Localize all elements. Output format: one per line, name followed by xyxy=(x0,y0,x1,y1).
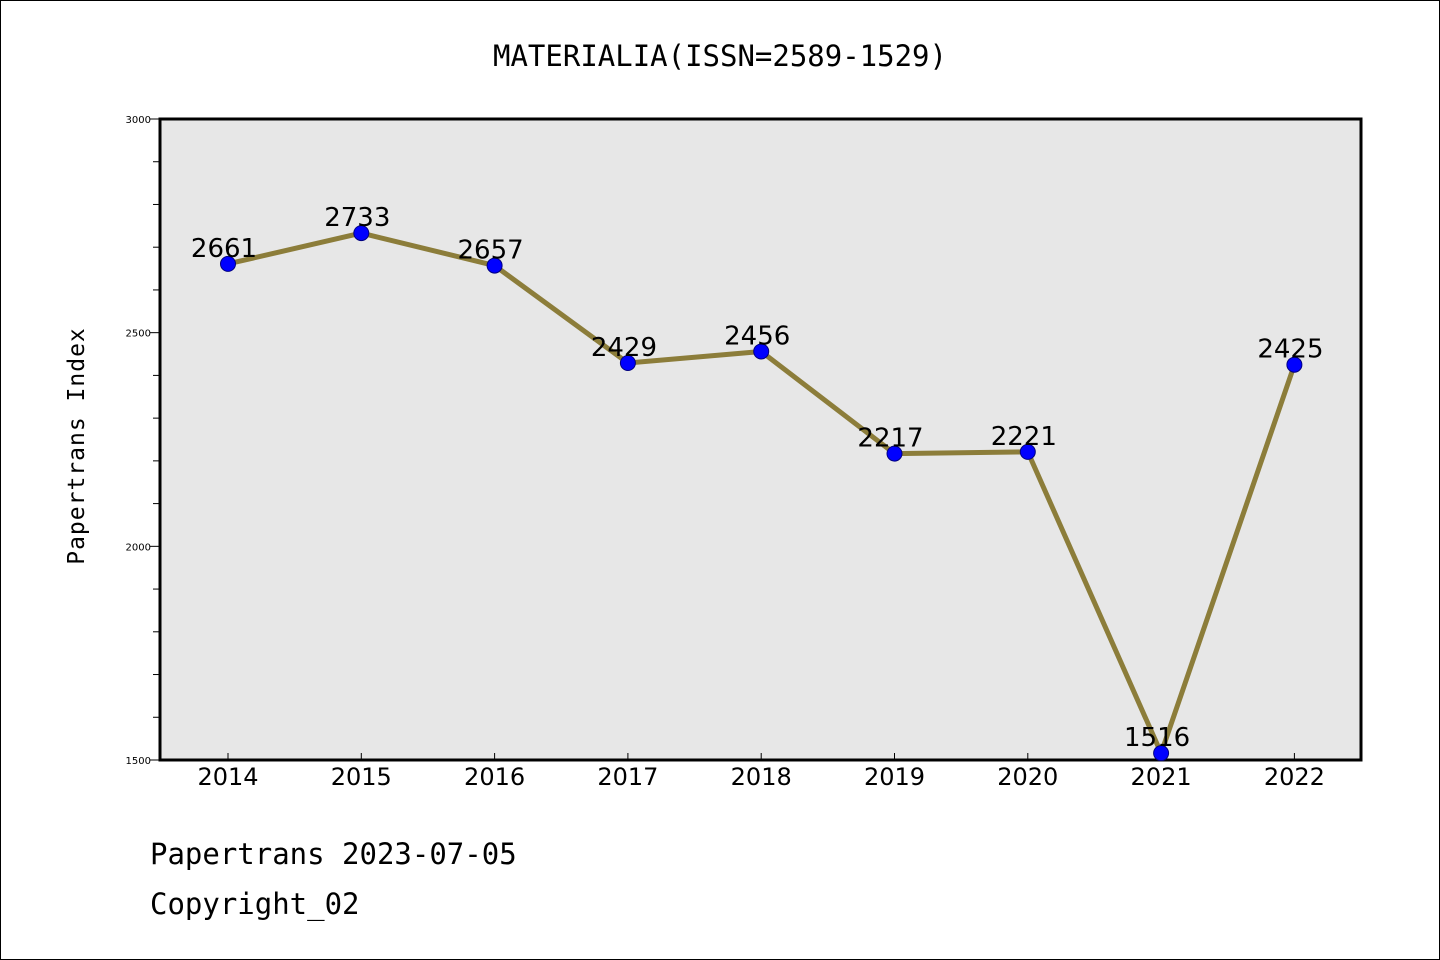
series-group xyxy=(220,225,1303,762)
x-tick-label: 2016 xyxy=(464,763,525,791)
data-label: 2217 xyxy=(857,424,923,454)
data-label: 2429 xyxy=(591,333,657,363)
data-point xyxy=(1019,443,1036,460)
x-tick-label: 2018 xyxy=(731,763,792,791)
data-point xyxy=(619,355,636,372)
data-label: 2221 xyxy=(991,422,1057,452)
x-tick-label: 2020 xyxy=(997,763,1058,791)
x-tick-label: 2017 xyxy=(597,763,658,791)
data-labels: 2661 2733 2657 2429 2456 2217 2221 1516 2425 xyxy=(191,203,1324,753)
y-axis-tick-labels: 1500 2000 2500 3000 xyxy=(126,115,151,767)
data-point xyxy=(353,225,370,242)
data-point xyxy=(1153,745,1170,762)
chart-title: MATERIALIA(ISSN=2589-1529) xyxy=(493,39,947,73)
data-label: 2733 xyxy=(324,203,390,233)
x-tick-label: 2019 xyxy=(864,763,925,791)
data-point xyxy=(220,255,236,272)
y-axis-ticks xyxy=(150,118,160,761)
y-tick-label: 3000 xyxy=(126,115,151,126)
data-label: 2456 xyxy=(724,321,790,351)
y-tick-label: 1500 xyxy=(126,756,151,767)
data-label: 2661 xyxy=(191,234,257,264)
footer-date-text: Papertrans 2023-07-05 xyxy=(150,837,517,871)
x-axis-tick-labels: 2014 2015 2016 2017 2018 2019 2020 2021 2022 xyxy=(197,763,1324,791)
y-tick-label: 2500 xyxy=(126,329,151,340)
x-tick-label: 2022 xyxy=(1264,763,1325,791)
data-point xyxy=(886,445,903,462)
x-tick-label: 2021 xyxy=(1131,763,1192,791)
data-label: 1516 xyxy=(1124,723,1190,753)
y-tick-label: 2000 xyxy=(126,542,151,553)
footer-copyright-text: Copyright_02 xyxy=(150,887,360,922)
x-tick-label: 2014 xyxy=(197,763,258,791)
y-axis-label: Papertrans Index xyxy=(64,327,90,565)
data-point xyxy=(1286,356,1303,373)
data-label: 2425 xyxy=(1257,335,1323,365)
data-label: 2657 xyxy=(458,236,524,266)
x-tick-label: 2015 xyxy=(331,763,392,791)
data-point xyxy=(753,343,770,360)
data-point xyxy=(486,257,503,274)
